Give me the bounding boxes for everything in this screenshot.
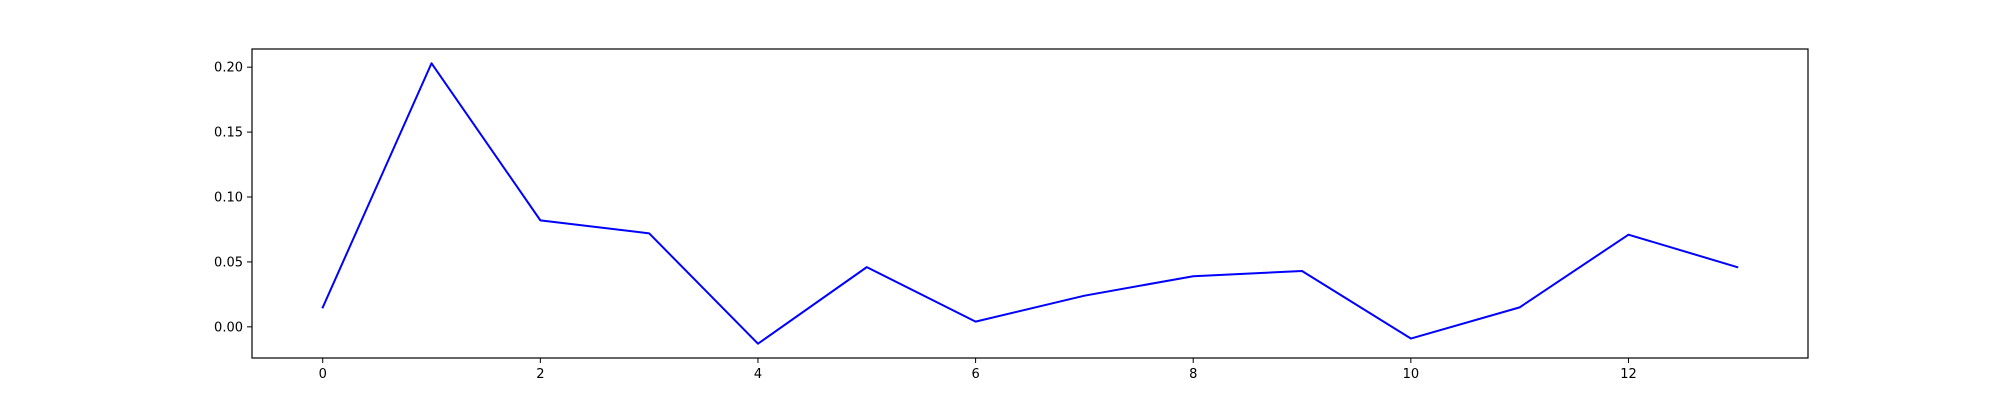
- plot-area: 0 2 4 6 8 10 12 0.00 0.05 0.10 0.15 0.20: [214, 48, 1809, 382]
- x-tick-label: 12: [1620, 367, 1637, 382]
- x-tick-label: 6: [971, 367, 979, 382]
- x-tick-label: 2: [536, 367, 544, 382]
- y-tick-label: 0.20: [214, 61, 243, 76]
- x-tick-label: 8: [1189, 367, 1197, 382]
- x-tick-label: 0: [319, 367, 327, 382]
- y-tick-label: 0.15: [214, 126, 243, 141]
- x-tick-label: 4: [754, 367, 762, 382]
- y-tick-label: 0.00: [214, 320, 243, 335]
- y-tick-label: 0.10: [214, 191, 243, 206]
- y-tick-label: 0.05: [214, 255, 243, 270]
- axes-frame: [251, 48, 1809, 359]
- series-line-0: [321, 62, 1739, 345]
- x-tick-label: 10: [1403, 367, 1420, 382]
